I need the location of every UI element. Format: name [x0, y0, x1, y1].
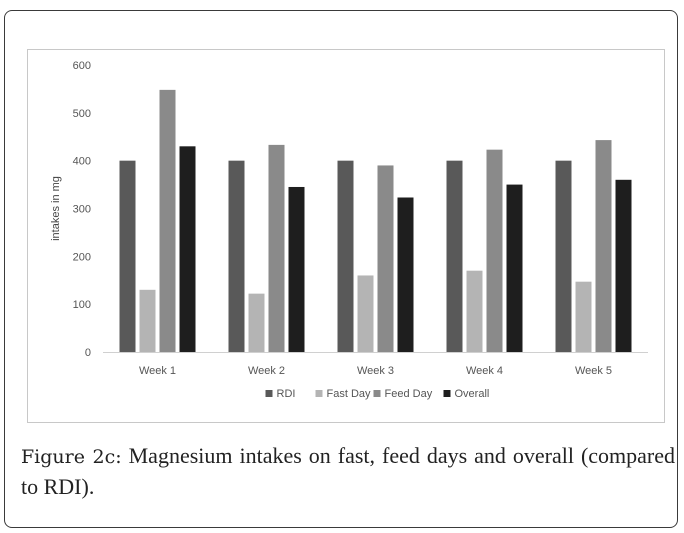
x-tick-label: Week 3: [357, 365, 394, 377]
bar-feed-day-week-3: [377, 165, 394, 352]
bar-overall-week-1: [179, 146, 196, 352]
legend-label: Fast Day: [327, 388, 372, 400]
legend-swatch: [373, 390, 381, 397]
bar-rdi-week-2: [228, 160, 245, 352]
bar-rdi-week-4: [446, 160, 463, 352]
bar-feed-day-week-2: [268, 144, 285, 352]
figure-frame: 0 100 200 300 400 500 600 intakes in mg Week 1 We…: [4, 10, 678, 528]
bar-fast-day-week-2: [248, 293, 265, 352]
x-tick-label: Week 1: [139, 365, 176, 377]
bar-overall-week-3: [397, 197, 414, 352]
y-tick-label: 100: [73, 299, 91, 311]
y-axis-title: intakes in mg: [50, 176, 62, 241]
bar-fast-day-week-5: [575, 281, 592, 352]
bar-overall-week-4: [506, 184, 523, 352]
bar-feed-day-week-4: [486, 149, 503, 352]
y-tick-label: 300: [73, 204, 91, 216]
legend-swatch: [443, 390, 451, 397]
y-tick-label: 0: [85, 347, 91, 359]
chart-container: 0 100 200 300 400 500 600 intakes in mg Week 1 We…: [27, 49, 665, 423]
legend-label: Feed Day: [385, 388, 433, 400]
legend-label: Overall: [455, 388, 490, 400]
bar-overall-week-2: [288, 186, 305, 352]
y-tick-label: 600: [73, 60, 91, 72]
x-tick-label: Week 5: [575, 365, 612, 377]
legend-swatch: [265, 390, 273, 397]
bar-rdi-week-1: [119, 160, 136, 352]
bar-fast-day-week-3: [357, 275, 374, 352]
y-tick-label: 400: [73, 156, 91, 168]
bar-feed-day-week-5: [595, 140, 612, 352]
y-tick-label: 500: [73, 108, 91, 120]
caption-text: Magnesium intakes on fast, feed days and…: [21, 443, 675, 499]
x-tick-label: Week 4: [466, 365, 503, 377]
bar-overall-week-5: [615, 179, 632, 352]
bar-fast-day-week-4: [466, 270, 483, 352]
bar-chart: 0 100 200 300 400 500 600 intakes in mg Week 1 We…: [50, 60, 648, 400]
bar-feed-day-week-1: [159, 89, 176, 352]
legend-label: RDI: [277, 388, 296, 400]
bar-fast-day-week-1: [139, 289, 156, 352]
caption-label: Figure 2c:: [21, 446, 122, 468]
bar-rdi-week-5: [555, 160, 572, 352]
bar-rdi-week-3: [337, 160, 354, 352]
y-tick-label: 200: [73, 251, 91, 263]
legend-swatch: [315, 390, 323, 397]
x-tick-label: Week 2: [248, 365, 285, 377]
figure-caption: Figure 2c: Magnesium intakes on fast, fe…: [21, 441, 675, 502]
